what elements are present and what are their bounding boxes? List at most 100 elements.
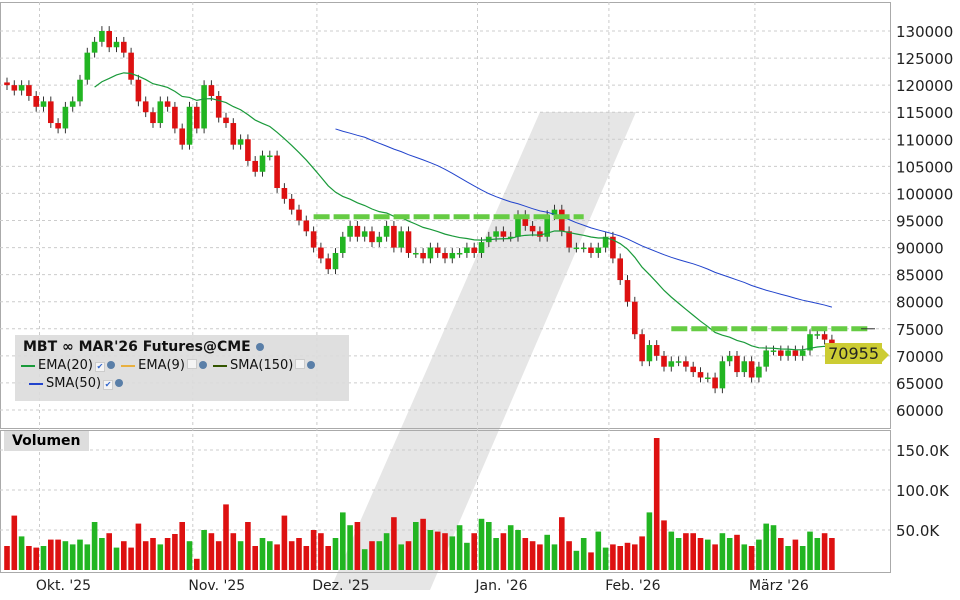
candle-body: [507, 236, 514, 239]
candle-body: [675, 361, 682, 363]
volume-bar: [391, 517, 397, 570]
candle-body: [529, 225, 536, 232]
candle-body: [99, 31, 105, 42]
sma50-checkbox[interactable]: ✔: [103, 380, 114, 390]
volume-bar: [829, 538, 835, 570]
volume-bar: [500, 533, 507, 570]
volume-bar: [252, 546, 258, 570]
candle-body: [26, 85, 32, 96]
price-tick-label: 70000: [896, 348, 944, 366]
volume-bar: [172, 534, 178, 570]
month-label: März '26: [749, 578, 809, 594]
ema9-checkbox[interactable]: [186, 359, 197, 369]
volume-bar: [91, 522, 98, 570]
candle-body: [354, 225, 361, 237]
candle-body: [391, 225, 397, 248]
volume-bar: [486, 522, 492, 570]
price-tick-label: 95000: [896, 213, 944, 231]
volume-bar: [121, 541, 127, 570]
candle-body: [208, 85, 215, 96]
candle-body: [471, 247, 477, 253]
volume-bar: [361, 549, 368, 570]
ema20-settings-icon[interactable]: [107, 361, 116, 369]
price-tick-label: 75000: [896, 321, 944, 339]
ema20-checkbox[interactable]: ✔: [95, 362, 106, 372]
volume-bar: [683, 533, 689, 570]
candle-body: [683, 361, 689, 367]
sma150-label: SMA(150): [230, 358, 294, 373]
candle-body: [18, 85, 25, 91]
candle-body: [814, 334, 821, 336]
candle-body: [128, 52, 134, 80]
month-label: Jan. '26: [474, 578, 527, 594]
volume-bar: [245, 522, 251, 570]
candle-body: [194, 106, 200, 129]
volume-bar: [770, 525, 777, 570]
month-label: Okt. '25: [36, 578, 91, 594]
volume-bar: [11, 515, 18, 570]
candle-body: [661, 355, 667, 367]
candle-body: [91, 41, 98, 53]
volume-bar: [580, 538, 587, 570]
candle-body: [770, 350, 777, 352]
volume-bar: [99, 538, 105, 570]
price-tick-label: 80000: [896, 294, 944, 312]
candle-body: [712, 377, 718, 389]
candle-body: [69, 101, 76, 107]
volume-bar: [522, 538, 529, 570]
sma50-label: SMA(50): [46, 376, 102, 391]
volume-bar: [259, 538, 266, 570]
volume-bar: [186, 541, 193, 570]
volume-bar: [756, 539, 762, 570]
settings-globe-icon[interactable]: [255, 343, 264, 351]
candle-body: [632, 301, 638, 335]
price-tick-label: 115000: [896, 104, 953, 122]
candle-body: [763, 350, 769, 367]
volume-bar: [734, 534, 740, 570]
candle-body: [318, 247, 324, 259]
candle-body: [646, 345, 653, 362]
candle-body: [821, 334, 828, 340]
volume-bar: [55, 539, 61, 570]
volume-bar: [471, 533, 477, 570]
volume-bar: [442, 533, 448, 570]
volume-bar: [376, 541, 383, 570]
candle-body: [245, 139, 251, 161]
price-tick-label: 100000: [896, 185, 953, 203]
candle-body: [135, 79, 142, 102]
candle-body: [559, 209, 565, 232]
candle-body: [340, 236, 346, 253]
candle-body: [420, 252, 426, 259]
price-tick-label: 120000: [896, 77, 953, 95]
month-label: Nov. '25: [188, 578, 245, 594]
candle-body: [369, 231, 375, 243]
candle-body: [748, 361, 755, 378]
ema9-settings-icon[interactable]: [198, 361, 207, 369]
volume-bar: [398, 544, 404, 570]
volume-panel-frame: [0, 430, 891, 573]
price-tick-label: 60000: [896, 402, 944, 420]
volume-bar: [544, 534, 550, 570]
candle-body: [237, 139, 244, 145]
volume-bar: [748, 546, 755, 570]
candle-body: [40, 101, 47, 107]
sma150-checkbox[interactable]: [295, 359, 306, 369]
candle-body: [332, 252, 339, 270]
candle-body: [427, 247, 434, 259]
candle-body: [690, 366, 696, 373]
sma50-settings-icon[interactable]: [115, 379, 124, 387]
volume-bar: [726, 538, 733, 570]
volume-bar: [230, 533, 237, 570]
price-tick-label: 90000: [896, 240, 944, 258]
volume-bar: [632, 544, 638, 570]
volume-bar: [33, 547, 39, 570]
candle-body: [668, 361, 675, 367]
candle-body: [719, 361, 726, 389]
sma150-settings-icon[interactable]: [307, 361, 316, 369]
price-tick-label: 105000: [896, 158, 953, 176]
volume-bar: [566, 541, 572, 570]
sma50-line: [335, 128, 833, 308]
candle-body: [215, 95, 222, 118]
ema9-label: EMA(9): [138, 358, 185, 373]
volume-bar: [223, 504, 229, 570]
